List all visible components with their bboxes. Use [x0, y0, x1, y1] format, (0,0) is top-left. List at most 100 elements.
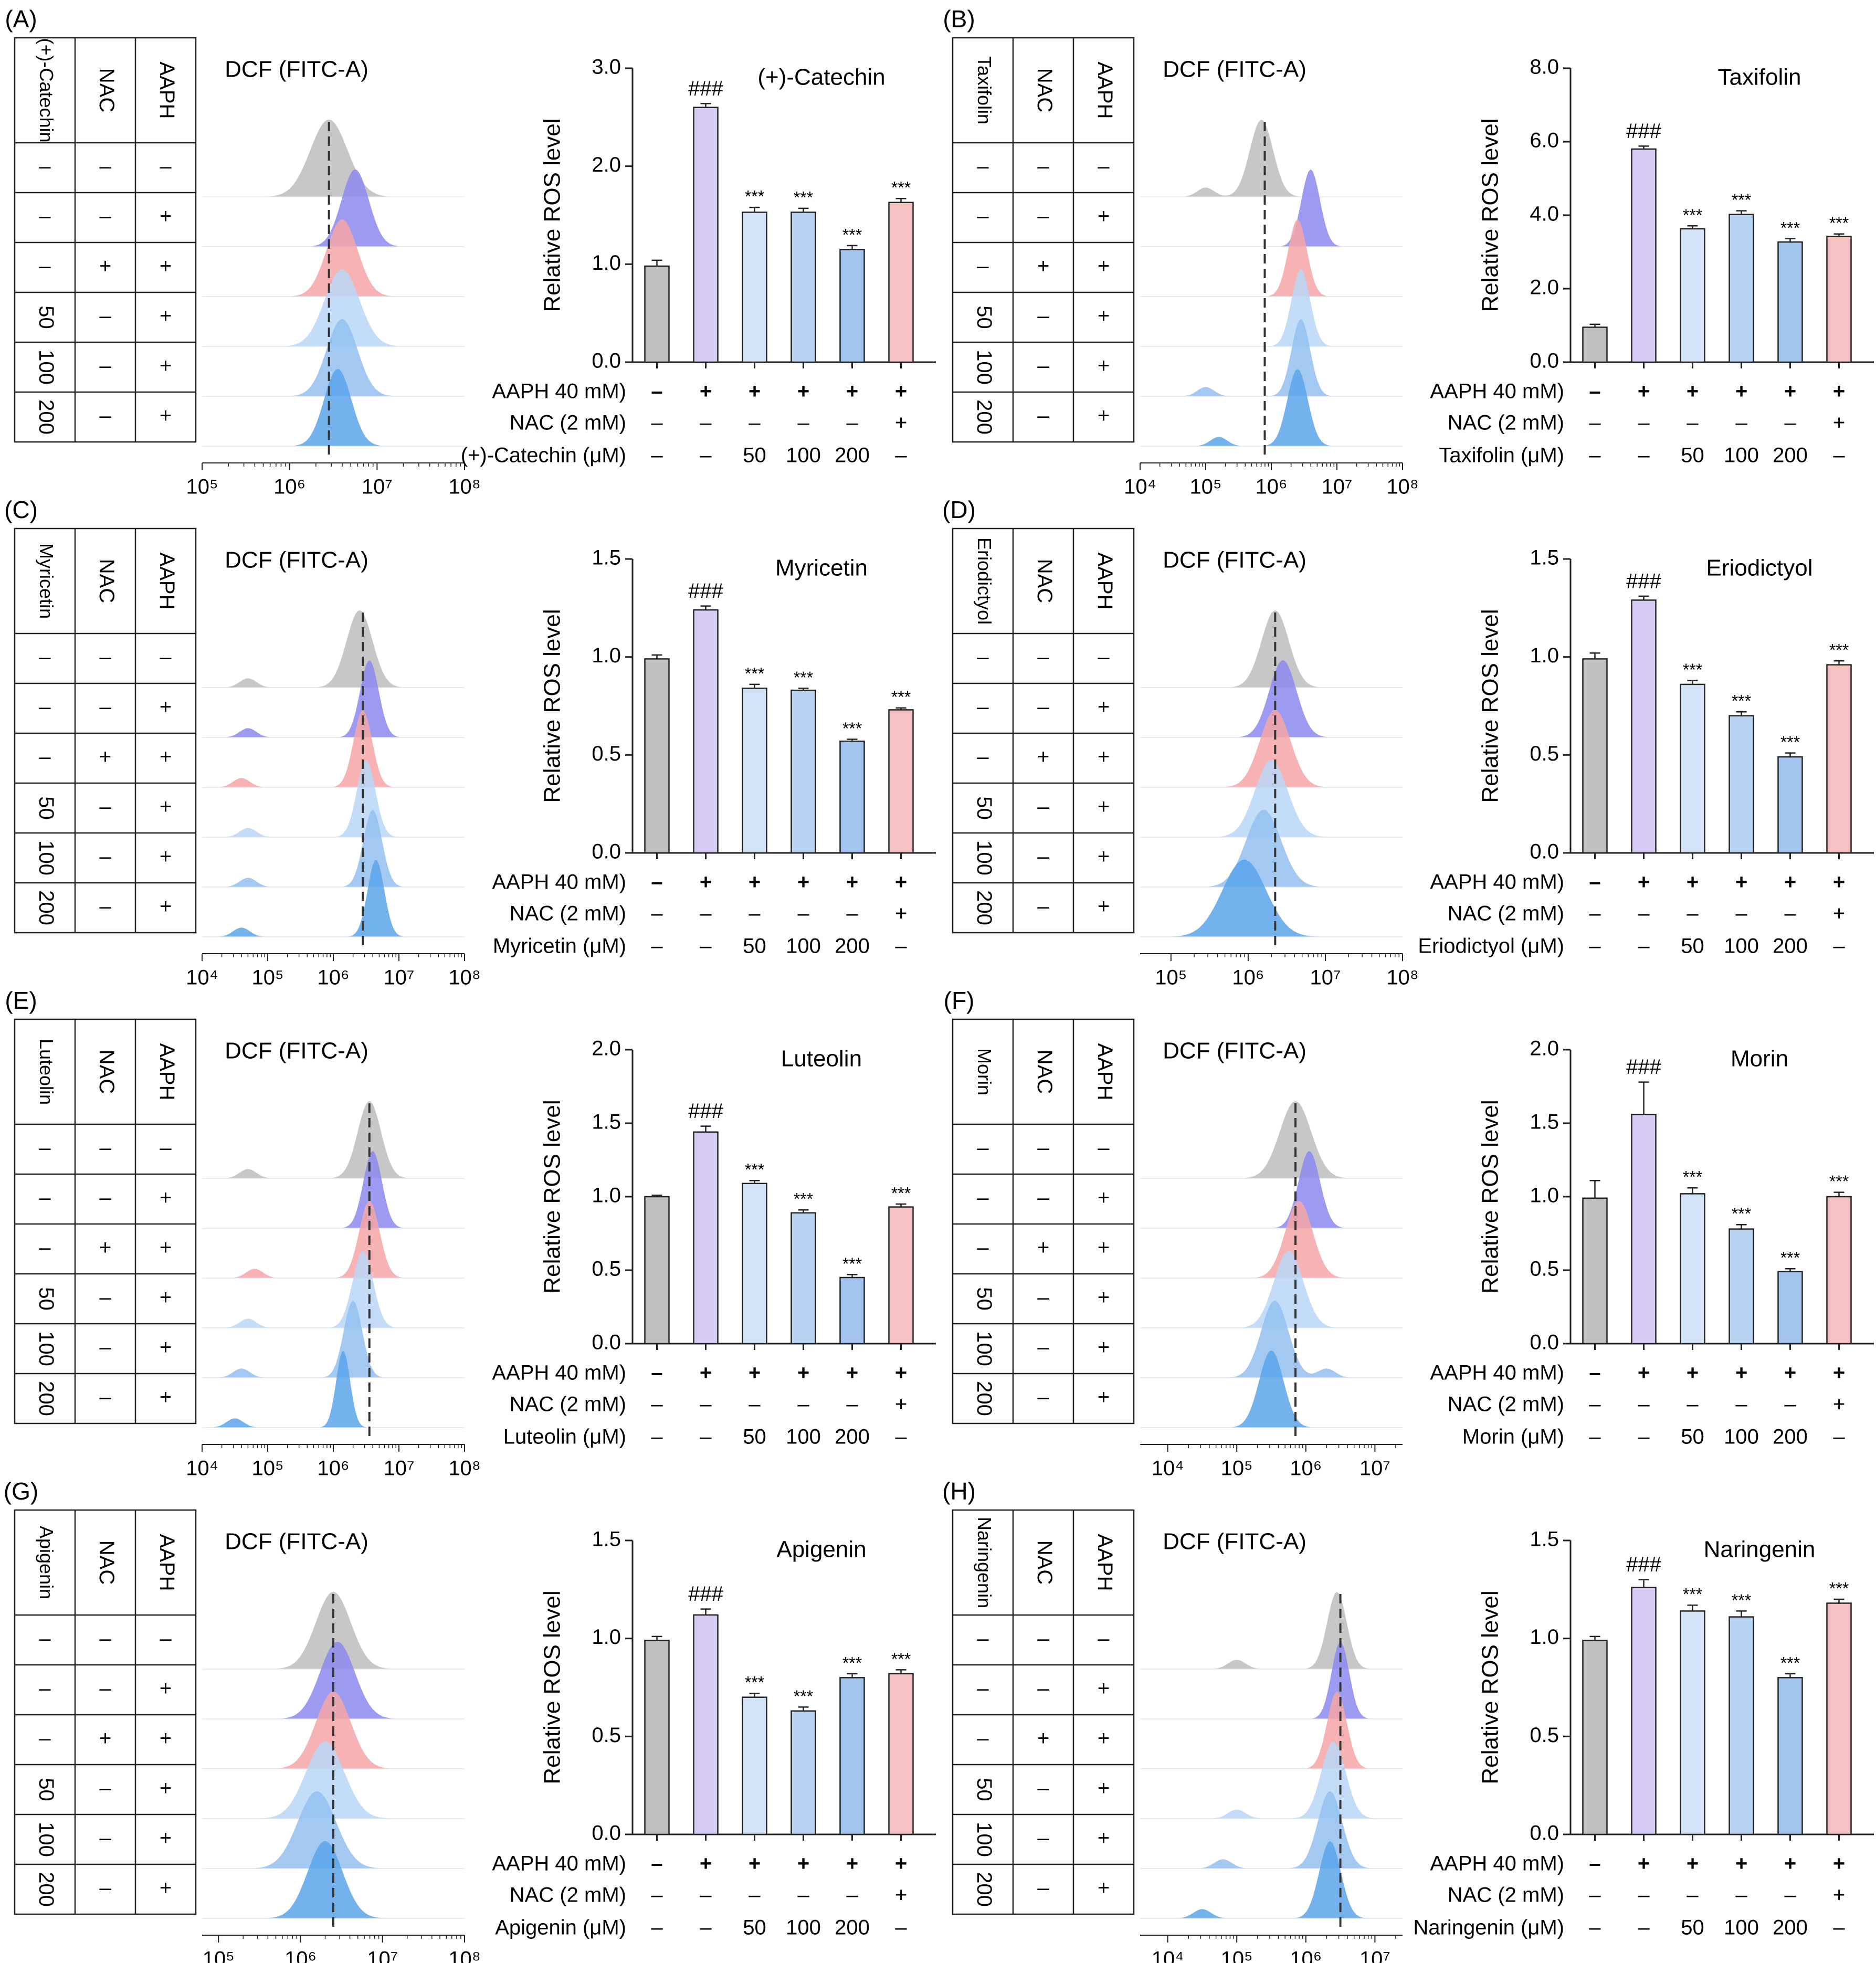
compound-row-label: Morin (μM) [1462, 1426, 1564, 1449]
histogram-curve [1140, 660, 1403, 737]
bar-1 [1582, 1197, 1608, 1345]
significance-label: ### [1626, 1056, 1661, 1079]
table-cell-compound: – [39, 155, 51, 178]
aaph-row-value: + [1784, 871, 1796, 894]
table-cell-aaph: + [160, 795, 172, 818]
table-cell-nac: – [1037, 1286, 1049, 1309]
significance-label: *** [1732, 191, 1751, 209]
table-cell-compound: – [977, 1136, 989, 1159]
compound-row-value: 200 [835, 1426, 870, 1449]
significance-label: *** [1829, 1172, 1849, 1191]
nac-row-value: – [700, 902, 712, 925]
table-header-aaph: AAPH [1093, 1534, 1116, 1591]
compound-row-value: 100 [1724, 444, 1759, 467]
histogram-curve [1140, 1791, 1403, 1869]
table-cell-compound: 100 [973, 1331, 996, 1366]
bar-5 [1777, 241, 1803, 363]
significance-label: *** [794, 668, 813, 687]
table-cell-compound: 100 [973, 1822, 996, 1857]
nac-row-value: + [1833, 1393, 1845, 1416]
compound-row-value: 50 [1681, 444, 1704, 467]
bar-y-tick-label: 2.0 [1530, 276, 1559, 299]
table-cell-compound: – [39, 1727, 51, 1750]
panel-f: (F) Morin NAC AAPH – – – – – + – + +50 – +100 – +200 – + DC… [944, 987, 1874, 1480]
table-header-nac: NAC [1033, 1050, 1056, 1094]
nac-row-value: – [749, 411, 761, 435]
table-cell-nac: + [99, 1727, 111, 1750]
bar-3 [1680, 683, 1705, 854]
table-cell-compound: – [977, 1677, 989, 1700]
nac-row-value: – [651, 1884, 663, 1907]
table-cell-compound: 50 [973, 1778, 996, 1801]
nac-row-value: + [895, 1884, 907, 1907]
histogram-tick-label: 10⁵ [203, 1948, 235, 1963]
table-header-aaph: AAPH [155, 1534, 178, 1591]
aaph-row-value: – [1589, 1362, 1600, 1385]
table-cell-nac: + [1037, 745, 1049, 768]
condition-table [14, 1509, 197, 1915]
histogram-tick-label: 10⁴ [1152, 1457, 1184, 1480]
aaph-row-value: + [700, 380, 712, 403]
table-cell-compound: 200 [35, 399, 58, 435]
compound-row-value: 100 [786, 444, 821, 467]
bar-1 [1582, 326, 1608, 363]
histogram-curve [202, 319, 465, 396]
table-cell-nac: – [1037, 1336, 1049, 1359]
bar-y-tick-label: 1.0 [1530, 1184, 1559, 1207]
histogram-curve [1140, 1350, 1403, 1428]
bar-y-axis-label: Relative ROS level [540, 609, 565, 803]
aaph-row-value: + [895, 1362, 907, 1385]
aaph-row-value: – [651, 380, 662, 403]
table-cell-nac: – [99, 1777, 111, 1800]
table-cell-nac: – [99, 895, 111, 918]
panel-letter: (A) [5, 5, 37, 33]
nac-row-value: – [1784, 902, 1796, 925]
compound-row-value: 50 [743, 444, 766, 467]
aaph-row-value: + [895, 871, 907, 894]
histogram-curve [202, 269, 465, 346]
nac-row-label: NAC (2 mM) [1448, 1393, 1564, 1416]
nac-row-value: – [1784, 411, 1796, 435]
table-cell-compound: 50 [973, 1287, 996, 1311]
table-cell-nac: – [99, 1677, 111, 1700]
bar-1 [644, 265, 670, 363]
table-cell-nac: – [99, 646, 111, 669]
compound-row-value: – [1638, 1916, 1650, 1939]
table-header-aaph: AAPH [155, 62, 178, 119]
aaph-row-value: + [846, 1362, 858, 1385]
histogram-curve [1140, 710, 1403, 787]
histogram-tick-label: 10⁵ [251, 966, 283, 989]
bar-y-tick-label: 0.0 [592, 350, 621, 373]
condition-table [952, 1018, 1135, 1424]
table-header-compound: Taxifolin [974, 56, 995, 124]
table-cell-compound: 100 [35, 1331, 58, 1366]
table-header-aaph: AAPH [1093, 62, 1116, 119]
compound-row-label: Taxifolin (μM) [1439, 444, 1564, 467]
table-cell-aaph: + [1098, 304, 1110, 328]
table-cell-nac: – [99, 845, 111, 868]
table-cell-aaph: + [160, 1677, 172, 1700]
bar-chart-title: Naringenin [1704, 1537, 1816, 1563]
bar-y-tick-label: 1.5 [1530, 1111, 1559, 1134]
bar-y-axis-label: Relative ROS level [1478, 1100, 1503, 1293]
aaph-row-value: + [1784, 1362, 1796, 1385]
aaph-row-value: – [651, 1362, 662, 1385]
bar-y-axis-label: Relative ROS level [1478, 118, 1503, 312]
compound-row-value: – [700, 1426, 712, 1449]
bar-3 [1680, 1610, 1705, 1835]
panel-g: (G) Apigenin NAC AAPH – – – – – + – + +50 – +100 – +200 –… [4, 1477, 936, 1963]
aaph-row-value: + [1735, 380, 1747, 403]
bar-y-tick-label: 1.5 [592, 1528, 621, 1551]
compound-row-value: 100 [786, 1426, 821, 1449]
significance-label: *** [745, 1673, 764, 1692]
aaph-row-value: + [749, 871, 761, 894]
table-header-nac: NAC [1033, 1540, 1056, 1585]
bar-y-tick-label: 0.5 [592, 1258, 621, 1281]
aaph-row-value: + [749, 1852, 761, 1875]
table-cell-aaph: – [1098, 155, 1110, 178]
aaph-row-value: + [895, 1852, 907, 1875]
table-cell-aaph: + [1098, 354, 1110, 377]
compound-row-label: Myricetin (μM) [493, 935, 626, 958]
table-cell-nac: – [1037, 895, 1049, 918]
compound-row-value: 100 [786, 1916, 821, 1939]
